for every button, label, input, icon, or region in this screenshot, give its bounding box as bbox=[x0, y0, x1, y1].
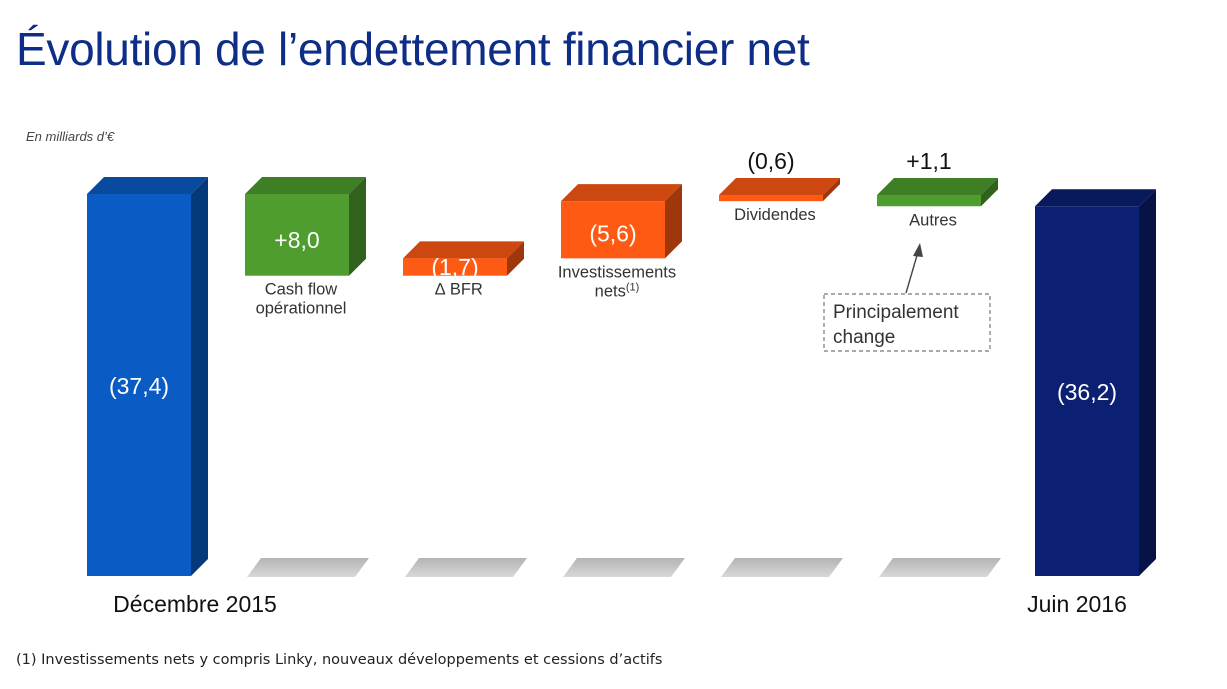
value-label-juin2016: (36,2) bbox=[1057, 379, 1117, 405]
category-label-dividendes-line-1: Dividendes bbox=[734, 206, 816, 224]
category-label-dec2015: Décembre 2015 bbox=[113, 591, 277, 617]
bar-front-autres bbox=[877, 195, 981, 206]
footnote: (1) Investissements nets y compris Linky… bbox=[16, 652, 662, 668]
floor-shadow-dividendes bbox=[721, 558, 843, 577]
value-label-dec2015: (37,4) bbox=[109, 373, 169, 399]
waterfall-chart: (37,4) Décembre 2015 +8,0 Cash flowopératio… bbox=[0, 0, 1227, 640]
bar-dividendes bbox=[719, 178, 840, 201]
bar-top-juin2016 bbox=[1035, 189, 1156, 206]
category-label-cashflow-line-2: opérationnel bbox=[256, 300, 347, 318]
floor-shadow-bfr bbox=[405, 558, 527, 577]
bar-top-autres bbox=[877, 178, 998, 195]
value-label-autres: +1,1 bbox=[906, 148, 951, 174]
bar-top-cashflow bbox=[245, 177, 366, 194]
bar-front-dividendes bbox=[719, 195, 823, 201]
floor-shadow-autres bbox=[879, 558, 1001, 577]
category-label-juin2016: Juin 2016 bbox=[1027, 591, 1127, 617]
annotation-arrow-head bbox=[913, 243, 923, 257]
category-label-cashflow-line-1: Cash flow bbox=[265, 281, 338, 299]
value-label-cashflow: +8,0 bbox=[274, 227, 319, 253]
annotation-arrow-line bbox=[906, 252, 918, 293]
bar-top-dec2015 bbox=[87, 177, 208, 194]
bar-top-dividendes bbox=[719, 178, 840, 195]
bar-top-invest bbox=[561, 184, 682, 201]
footnote-ref-invest: (1) bbox=[626, 281, 639, 293]
bar-side-dec2015 bbox=[191, 177, 208, 576]
annotation-principalement-change: Principalement change bbox=[824, 243, 990, 351]
bar-side-juin2016 bbox=[1139, 189, 1156, 576]
category-label-invest-line-1: Investissements bbox=[558, 263, 676, 281]
category-label-autres-line-1: Autres bbox=[909, 211, 957, 229]
category-label-invest-line-2: nets(1) bbox=[595, 281, 640, 300]
bar-side-cashflow bbox=[349, 177, 366, 276]
annotation-line-2: change bbox=[833, 327, 895, 348]
bar-autres bbox=[877, 178, 998, 206]
value-label-dividendes: (0,6) bbox=[747, 148, 794, 174]
value-label-bfr: (1,7) bbox=[431, 254, 478, 280]
floor-shadow-cashflow bbox=[247, 558, 369, 577]
category-label-bfr-line-1: ∆ BFR bbox=[435, 281, 483, 299]
floor-shadow-invest bbox=[563, 558, 685, 577]
annotation-line-1: Principalement bbox=[833, 302, 959, 323]
value-label-invest: (5,6) bbox=[589, 221, 636, 247]
